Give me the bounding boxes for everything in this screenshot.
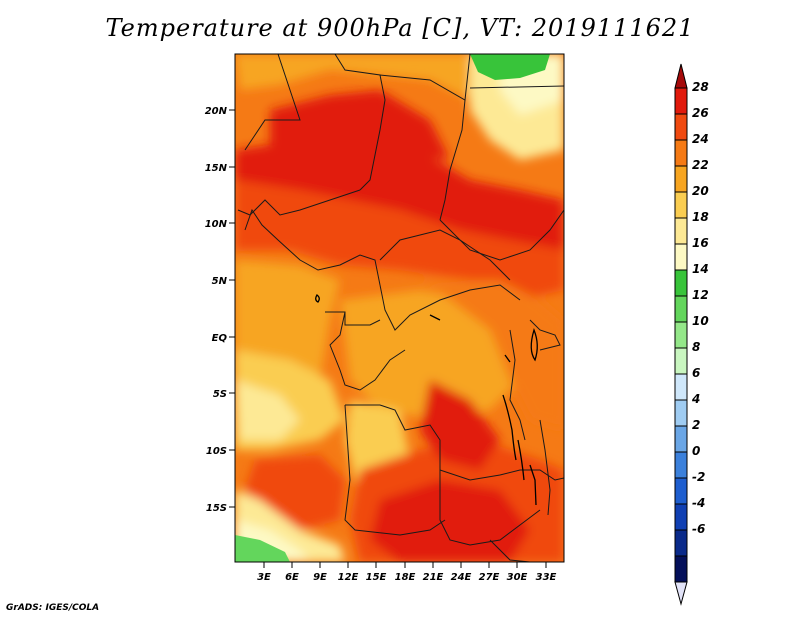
colorbar-swatch xyxy=(674,425,688,453)
lat-label: 15S xyxy=(206,503,227,514)
colorbar xyxy=(674,63,688,606)
lat-label: 5N xyxy=(212,276,228,287)
lon-axis xyxy=(263,562,547,568)
colorbar-swatch xyxy=(674,295,688,323)
colorbar-swatch xyxy=(674,321,688,349)
lon-label: 15E xyxy=(366,572,387,583)
colorbar-label: 0 xyxy=(692,444,700,458)
lon-label: 33E xyxy=(536,572,557,583)
lon-label: 21E xyxy=(423,572,444,583)
colorbar-swatch xyxy=(674,451,688,479)
lat-label: 10S xyxy=(206,446,227,457)
colorbar-label: 10 xyxy=(692,314,709,328)
colorbar-swatch xyxy=(674,87,688,115)
lat-label: 15N xyxy=(205,163,228,174)
colorbar-label: 2 xyxy=(692,418,700,432)
colorbar-swatch xyxy=(674,373,688,401)
lat-label: 5S xyxy=(213,389,227,400)
colorbar-label: -6 xyxy=(692,522,705,536)
colorbar-label: 18 xyxy=(692,210,709,224)
colorbar-label: 24 xyxy=(692,132,709,146)
colorbar-swatch xyxy=(674,269,688,297)
lakes xyxy=(315,294,538,506)
lat-label: EQ xyxy=(212,333,228,344)
plot-title: Temperature at 900hPa [C], VT: 201911162… xyxy=(105,14,695,42)
colorbar-swatch xyxy=(674,477,688,505)
colorbar-label: 20 xyxy=(692,184,709,198)
lat-label: 10N xyxy=(205,219,228,230)
colorbar-label: 16 xyxy=(692,236,709,250)
colorbar-swatch xyxy=(674,113,688,141)
lat-label: 20N xyxy=(205,106,228,117)
colorbar-swatch xyxy=(674,347,688,375)
colorbar-label: 22 xyxy=(692,158,709,172)
lon-label: 12E xyxy=(338,572,359,583)
lon-label: 27E xyxy=(479,572,500,583)
colorbar-swatch xyxy=(674,165,688,193)
lon-label: 24E xyxy=(451,572,472,583)
lat-tick-labels: 20N 15N 10N 5N EQ 5S 10S 15S xyxy=(205,106,228,514)
country-boundaries xyxy=(237,54,564,562)
colorbar-label: 8 xyxy=(692,340,700,354)
lon-label: 30E xyxy=(507,572,528,583)
colorbar-label: 4 xyxy=(691,392,700,406)
colorbar-label: 12 xyxy=(692,288,709,302)
map-frame xyxy=(234,53,565,563)
lon-label: 9E xyxy=(313,572,327,583)
colorbar-swatch xyxy=(674,503,688,531)
lon-label: 18E xyxy=(395,572,416,583)
temperature-field xyxy=(235,54,564,562)
lon-label: 3E xyxy=(257,572,271,583)
colorbar-label: 14 xyxy=(692,262,709,276)
lon-tick-labels: 3E 6E 9E 12E 15E 18E 21E 24E 27E 30E 33E xyxy=(257,572,556,583)
colorbar-swatch xyxy=(674,217,688,245)
lat-axis xyxy=(229,109,235,508)
colorbar-label: 28 xyxy=(692,80,709,94)
colorbar-labels: 28 26 24 22 20 18 16 14 12 10 8 6 4 2 0 … xyxy=(691,80,709,536)
lon-label: 6E xyxy=(285,572,299,583)
colorbar-label: 6 xyxy=(692,366,700,380)
colorbar-top-arrow xyxy=(674,63,688,89)
colorbar-swatch xyxy=(674,139,688,167)
colorbar-swatch xyxy=(674,399,688,427)
colorbar-label: -2 xyxy=(692,470,705,484)
colorbar-label: 26 xyxy=(692,106,709,120)
colorbar-bottom-arrow xyxy=(674,581,688,606)
colorbar-swatch xyxy=(674,191,688,219)
colorbar-swatch xyxy=(674,555,688,583)
grads-credit: GrADS: IGES/COLA xyxy=(6,603,100,613)
colorbar-swatch xyxy=(674,529,688,557)
colorbar-swatch xyxy=(674,243,688,271)
colorbar-label: -4 xyxy=(692,496,705,510)
